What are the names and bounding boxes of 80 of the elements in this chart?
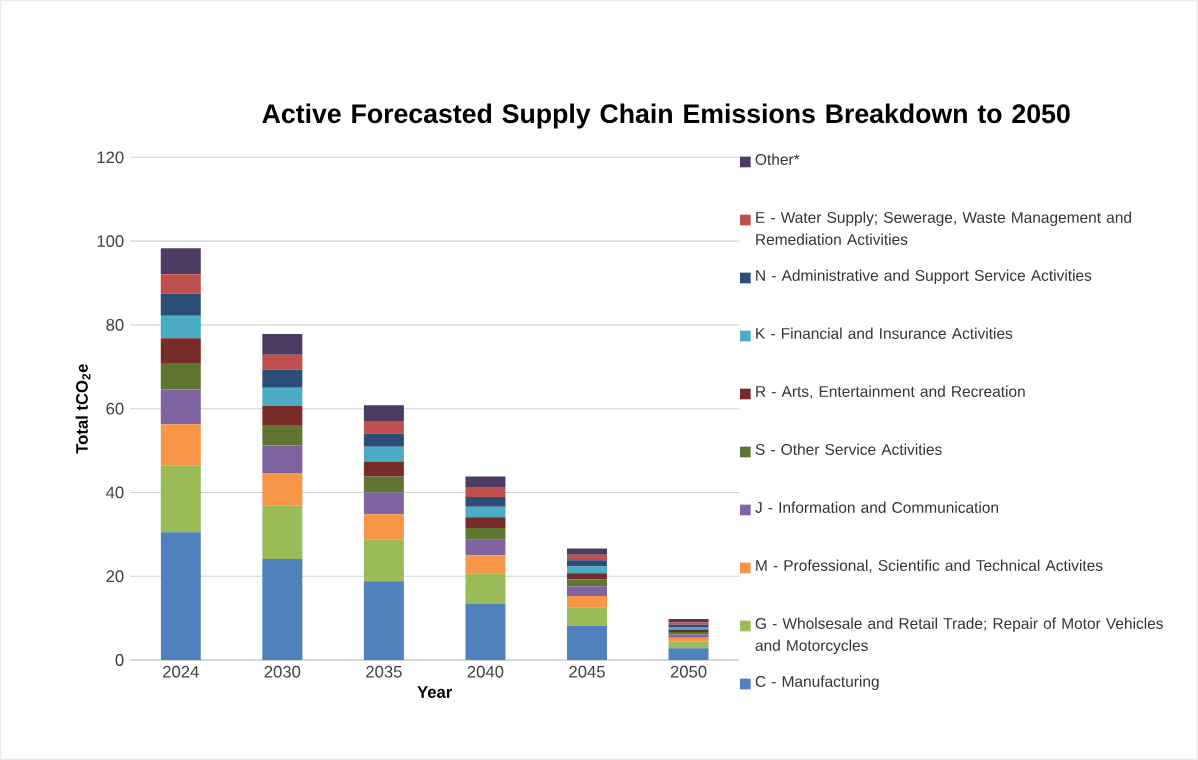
bar	[668, 648, 709, 660]
x-tick-label: 2045	[569, 665, 605, 678]
bar	[262, 387, 303, 406]
y-tick-label: 120	[97, 151, 124, 164]
bar	[160, 274, 201, 294]
x-axis-title: Year	[417, 686, 453, 698]
bar	[465, 555, 506, 574]
bar	[567, 548, 607, 555]
bar	[668, 618, 709, 623]
bar	[363, 492, 404, 515]
bar	[262, 505, 303, 560]
bar	[465, 506, 506, 518]
bar	[363, 433, 404, 447]
bar	[363, 581, 404, 660]
y-tick-label: 20	[106, 570, 124, 583]
bar	[567, 554, 607, 561]
bar	[363, 514, 404, 540]
legend-label: S - Other Service Activities	[755, 443, 942, 455]
bar	[363, 446, 404, 462]
legend-label: N - Administrative and Support Service Activities	[756, 269, 1092, 285]
bar	[262, 369, 303, 388]
legend-label: J - Information and Communication	[755, 501, 999, 513]
legend-label: Other*	[755, 153, 800, 165]
bar	[160, 315, 201, 339]
bar	[262, 473, 303, 506]
legend-label: E - Water Supply; Sewerage, Waste Management and Remediation Activities	[756, 211, 1132, 245]
bar	[262, 445, 303, 474]
bar	[567, 560, 607, 567]
bar	[465, 603, 506, 660]
bar	[262, 405, 303, 425]
bar	[262, 559, 303, 660]
bar	[567, 566, 607, 574]
x-tick-label: 2024	[163, 665, 199, 678]
bar	[160, 389, 201, 425]
bar	[668, 637, 709, 642]
bar	[363, 405, 404, 422]
bar	[465, 517, 506, 529]
legend-label: K - Financial and Insurance Activities	[756, 327, 1013, 339]
bar	[160, 363, 201, 390]
y-tick-label: 40	[106, 486, 124, 499]
x-tick-label: 2040	[467, 665, 504, 678]
bar	[262, 354, 303, 370]
bar	[567, 586, 607, 596]
bar	[465, 528, 506, 540]
bar	[262, 425, 303, 446]
bar	[567, 595, 607, 608]
bar	[567, 573, 607, 580]
bar	[160, 338, 201, 364]
bar	[567, 607, 607, 626]
legend-label: C - Manufacturing	[755, 675, 879, 691]
chart-title: Active Forecasted Supply Chain Emissions Breakdown to 2050	[262, 103, 1070, 129]
y-tick-label: 60	[106, 402, 124, 415]
y-tick-label: 0	[115, 654, 124, 666]
x-tick-label: 2050	[670, 665, 707, 678]
bar	[363, 476, 404, 493]
bar	[465, 497, 506, 507]
bar	[160, 293, 201, 316]
y-axis-title: Total tCO$_{2}$e	[75, 364, 91, 454]
legend-label: R - Arts, Entertainment and Recreation	[756, 385, 1025, 399]
bar	[363, 421, 404, 434]
bar	[363, 461, 404, 477]
bar	[567, 625, 607, 660]
bar	[465, 487, 506, 498]
y-tick-label: 100	[97, 235, 124, 248]
x-tick-label: 2030	[264, 665, 301, 678]
bar	[465, 476, 506, 488]
bar	[567, 579, 607, 587]
bar	[262, 334, 303, 355]
bar	[465, 539, 506, 556]
bar	[363, 539, 404, 582]
x-tick-label: 2035	[366, 665, 402, 678]
bar	[160, 424, 201, 466]
bar	[160, 248, 201, 275]
bar	[668, 641, 709, 649]
bar	[160, 532, 201, 660]
bar	[465, 573, 506, 604]
y-tick-label: 80	[106, 319, 124, 331]
bar	[160, 465, 201, 533]
legend-label: M - Professional, Scientific and Technical Activites	[756, 559, 1103, 573]
legend-label: G - Wholsesale and Retail Trade; Repair of Motor Vehicles and Motorcycles	[755, 617, 1163, 655]
